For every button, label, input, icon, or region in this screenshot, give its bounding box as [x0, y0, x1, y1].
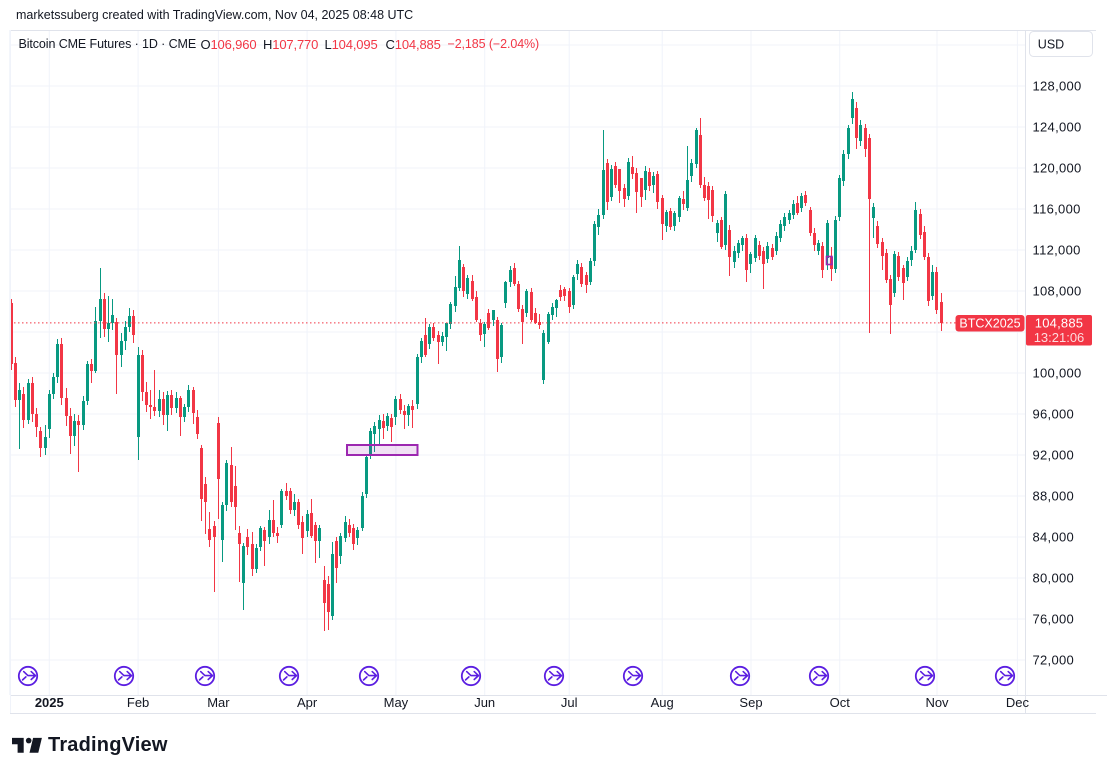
svg-text:Jun: Jun — [474, 695, 495, 710]
svg-text:Jul: Jul — [561, 695, 578, 710]
svg-text:88,000: 88,000 — [1033, 489, 1075, 504]
svg-text:120,000: 120,000 — [1033, 161, 1082, 176]
svg-text:BTCX2025: BTCX2025 — [959, 317, 1020, 331]
svg-text:124,000: 124,000 — [1033, 120, 1082, 135]
svg-text:USD: USD — [1038, 38, 1064, 52]
svg-text:96,000: 96,000 — [1033, 407, 1075, 422]
svg-text:Feb: Feb — [127, 695, 149, 710]
svg-text:Nov: Nov — [925, 695, 949, 710]
svg-text:Oct: Oct — [830, 695, 851, 710]
svg-text:128,000: 128,000 — [1033, 79, 1082, 94]
svg-text:72,000: 72,000 — [1033, 653, 1075, 668]
svg-text:116,000: 116,000 — [1033, 202, 1081, 217]
svg-text:Mar: Mar — [207, 695, 230, 710]
svg-text:104,885: 104,885 — [1035, 316, 1083, 331]
svg-text:100,000: 100,000 — [1033, 366, 1082, 381]
svg-text:Aug: Aug — [651, 695, 674, 710]
svg-text:Dec: Dec — [1006, 695, 1030, 710]
svg-text:13:21:06: 13:21:06 — [1034, 330, 1085, 345]
svg-text:84,000: 84,000 — [1033, 530, 1075, 545]
svg-text:92,000: 92,000 — [1033, 448, 1075, 463]
svg-text:2025: 2025 — [35, 695, 64, 710]
svg-text:Sep: Sep — [739, 695, 762, 710]
svg-text:80,000: 80,000 — [1033, 571, 1075, 586]
svg-text:112,000: 112,000 — [1033, 243, 1081, 258]
svg-text:May: May — [384, 695, 409, 710]
svg-text:108,000: 108,000 — [1033, 284, 1082, 299]
svg-text:76,000: 76,000 — [1033, 612, 1075, 627]
svg-text:Apr: Apr — [297, 695, 318, 710]
